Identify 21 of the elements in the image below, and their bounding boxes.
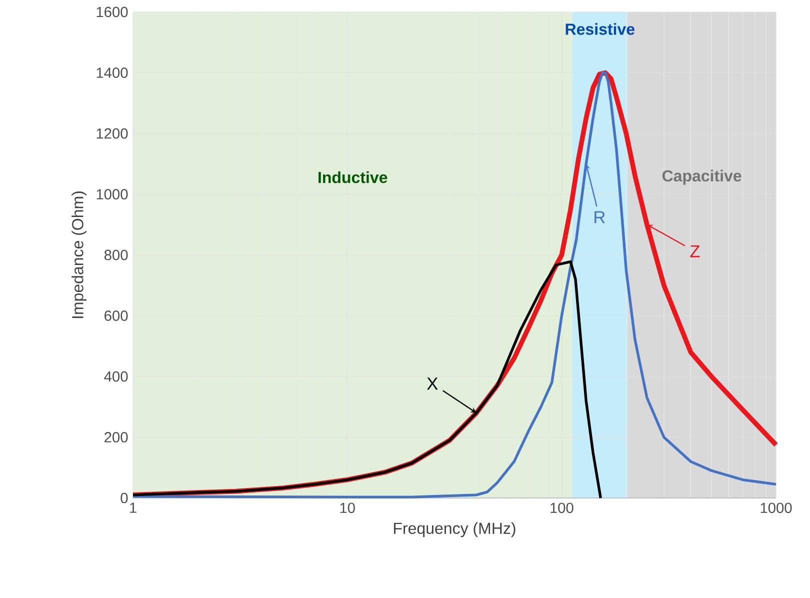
y-tick-label: 1200 [96,128,128,139]
band-label: Capacitive [662,170,742,185]
band-label: Resistive [566,23,634,35]
x-tick-label: 10 [340,502,355,514]
y-tick-label: 800 [104,250,128,260]
band-label: Inductive [318,171,388,184]
x-axis-title: Frequency (MHz) [394,522,516,538]
x-tick-label: 1000 [760,502,792,514]
y-tick-label: 1400 [96,68,128,78]
y-tick-label: 0 [120,492,128,504]
y-tick-label: 1000 [96,189,128,200]
y-axis-title: Impedance (Ohm) [72,192,87,318]
y-tick-label: 200 [104,432,128,442]
y-tick-label: 1600 [96,6,128,18]
annotation: R [594,211,605,224]
y-tick-label: 400 [104,371,128,382]
x-tick-label: 1 [130,502,136,513]
annotation: X [427,378,438,390]
x-tick-label: 100 [550,502,574,514]
annotation: Z [690,245,700,258]
y-tick-label: 600 [104,310,128,321]
